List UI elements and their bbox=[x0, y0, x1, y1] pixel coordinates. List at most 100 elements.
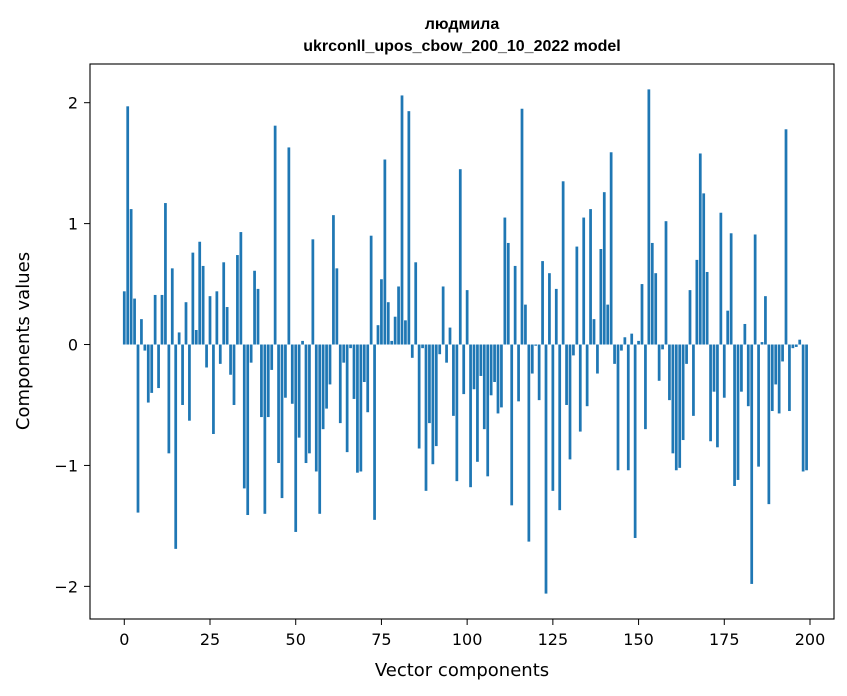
bar-component-61 bbox=[332, 215, 335, 345]
bar-component-119 bbox=[530, 344, 534, 374]
bar-component-171 bbox=[709, 344, 712, 442]
bar-component-144 bbox=[616, 344, 620, 471]
bar-component-51 bbox=[297, 344, 301, 438]
bar-component-39 bbox=[256, 288, 260, 345]
bar-component-116 bbox=[520, 108, 524, 345]
bar-component-60 bbox=[328, 344, 332, 385]
bar-component-17 bbox=[181, 344, 184, 405]
y-tick-label: 2 bbox=[68, 94, 78, 113]
bar-component-9 bbox=[153, 294, 157, 345]
bar-component-32 bbox=[232, 344, 236, 405]
y-axis-label: Components values bbox=[13, 252, 34, 430]
bar-component-48 bbox=[287, 147, 291, 345]
bar-component-196 bbox=[794, 344, 798, 347]
bar-component-35 bbox=[242, 344, 246, 489]
bar-component-38 bbox=[253, 270, 256, 345]
bar-component-147 bbox=[626, 344, 630, 471]
bar-component-64 bbox=[342, 344, 346, 363]
bar-component-146 bbox=[623, 337, 627, 345]
bar-component-194 bbox=[788, 344, 791, 412]
bar-component-100 bbox=[465, 290, 469, 345]
bar-component-36 bbox=[246, 344, 250, 516]
bar-component-65 bbox=[345, 344, 349, 453]
bar-component-102 bbox=[472, 344, 476, 390]
bar-component-30 bbox=[225, 307, 229, 345]
bar-component-56 bbox=[314, 344, 318, 472]
bar-component-121 bbox=[537, 344, 541, 401]
bar-component-18 bbox=[184, 302, 188, 345]
y-tick-label: 0 bbox=[68, 336, 78, 355]
bar-component-2 bbox=[129, 209, 133, 345]
bar-component-199 bbox=[805, 344, 808, 471]
bar-component-169 bbox=[702, 193, 706, 345]
bar-component-142 bbox=[609, 152, 613, 345]
bar-component-97 bbox=[455, 344, 459, 482]
y-tick-label: −1 bbox=[54, 456, 78, 475]
bar-component-31 bbox=[229, 344, 232, 375]
x-tick-label: 25 bbox=[200, 630, 220, 649]
bar-component-91 bbox=[434, 344, 438, 447]
bar-component-83 bbox=[407, 111, 411, 345]
bar-component-70 bbox=[362, 344, 366, 382]
bar-component-140 bbox=[602, 192, 606, 345]
bar-component-81 bbox=[400, 95, 404, 345]
bar-component-90 bbox=[431, 344, 435, 465]
bar-component-74 bbox=[376, 325, 380, 345]
bar-component-33 bbox=[236, 255, 239, 345]
bar-component-132 bbox=[575, 246, 579, 345]
bar-component-158 bbox=[664, 221, 668, 345]
bar-component-122 bbox=[541, 261, 544, 345]
bar-component-162 bbox=[678, 344, 682, 468]
bar-component-62 bbox=[335, 268, 339, 345]
chart-title-line2: ukrconll_upos_cbow_200_10_2022 model bbox=[303, 38, 620, 55]
bar-component-23 bbox=[201, 265, 205, 345]
y-tick-label: −2 bbox=[54, 577, 78, 596]
bar-component-155 bbox=[654, 273, 658, 345]
bar-component-165 bbox=[688, 290, 692, 345]
bar-component-103 bbox=[476, 344, 479, 462]
bar-component-5 bbox=[140, 319, 143, 345]
bar-component-136 bbox=[589, 209, 592, 345]
bar-component-153 bbox=[647, 89, 651, 345]
bar-component-16 bbox=[177, 332, 181, 345]
bar-component-44 bbox=[273, 125, 277, 345]
bar-component-82 bbox=[404, 320, 407, 345]
bar-component-190 bbox=[774, 344, 778, 385]
bar-component-181 bbox=[743, 323, 747, 345]
bar-component-71 bbox=[366, 344, 370, 413]
bar-component-126 bbox=[554, 288, 558, 345]
bar-component-105 bbox=[482, 344, 486, 430]
bar-component-106 bbox=[486, 344, 490, 477]
bar-component-112 bbox=[506, 242, 510, 345]
x-tick-label: 100 bbox=[452, 630, 483, 649]
bar-component-8 bbox=[150, 344, 154, 393]
x-tick-label: 75 bbox=[371, 630, 391, 649]
bar-component-13 bbox=[167, 344, 171, 454]
bar-component-134 bbox=[582, 217, 586, 345]
bar-component-55 bbox=[311, 239, 315, 345]
bar-component-141 bbox=[606, 304, 610, 345]
bar-component-68 bbox=[356, 344, 359, 473]
bar-component-49 bbox=[290, 344, 294, 404]
bar-component-114 bbox=[513, 265, 517, 345]
bar-component-27 bbox=[215, 291, 219, 345]
bar-component-191 bbox=[777, 344, 781, 414]
bar-component-157 bbox=[661, 344, 664, 350]
bar-component-118 bbox=[527, 344, 531, 542]
plot-area-frame bbox=[89, 63, 835, 620]
bar-component-166 bbox=[692, 344, 695, 416]
bar-component-143 bbox=[613, 344, 616, 364]
bar-component-130 bbox=[568, 344, 572, 460]
bar-component-104 bbox=[479, 344, 483, 376]
chart-title-line1: людмила bbox=[425, 16, 500, 33]
bar-component-128 bbox=[561, 181, 565, 345]
bar-component-20 bbox=[191, 252, 195, 345]
x-tick-label: 0 bbox=[119, 630, 129, 649]
bar-component-96 bbox=[452, 344, 455, 416]
bar-component-138 bbox=[596, 344, 599, 374]
x-tick-label: 125 bbox=[538, 630, 569, 649]
bar-component-124 bbox=[548, 273, 551, 345]
bar-component-107 bbox=[489, 344, 493, 396]
bar-component-15 bbox=[174, 344, 178, 549]
